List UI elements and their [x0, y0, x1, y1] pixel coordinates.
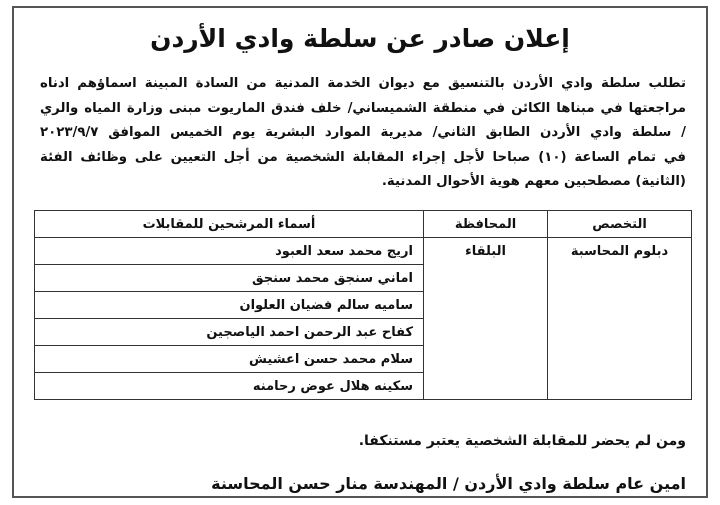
- signature: امين عام سلطة وادي الأردن / المهندسة منا…: [211, 474, 686, 493]
- header-cell: أسماء المرشحين للمقابلات: [34, 210, 424, 238]
- row: دبلوم المحاسبة البلقاء اريج محمد سعد الع…: [34, 237, 692, 400]
- header-cell: التخصص: [547, 210, 692, 238]
- frame: إعلان صادر عن سلطة وادي الأردن تطلب سلطة…: [12, 6, 708, 498]
- governorate: البلقاء: [423, 237, 548, 400]
- candidate-name: كفاح عبد الرحمن احمد الياصجين: [34, 318, 424, 346]
- row: اماني سنجق محمد سنجق: [34, 264, 692, 292]
- candidate-name: اماني سنجق محمد سنجق: [34, 264, 424, 292]
- header-cell: المحافظة: [423, 210, 548, 238]
- specialty: دبلوم المحاسبة: [547, 237, 692, 400]
- candidate-name: سلام محمد حسن اعشيش: [34, 345, 424, 373]
- header-row: التخصص المحافظة أسماء المرشحين للمقابلات: [34, 210, 692, 238]
- row: سلام محمد حسن اعشيش: [34, 345, 692, 373]
- body-text: تطلب سلطة وادي الأردن بالتنسيق مع ديوان …: [40, 72, 686, 195]
- candidate-name: اريج محمد سعد العبود: [34, 237, 424, 265]
- body-line: مراجعتها في مبناها الكائن في منطقة الشمي…: [40, 100, 686, 116]
- row: ساميه سالم فضيان العلوان: [34, 291, 692, 319]
- body-line: في تمام الساعة (١٠) صباحا لأجل إجراء الم…: [40, 149, 686, 165]
- candidates-table: التخصص المحافظة أسماء المرشحين للمقابلات…: [34, 210, 692, 400]
- row: سكينه هلال عوض رحامنه: [34, 372, 692, 400]
- notice: ومن لم يحضر للمقابلة الشخصية يعتبر مستنك…: [358, 433, 686, 449]
- candidate-name: ساميه سالم فضيان العلوان: [34, 291, 424, 319]
- title: إعلان صادر عن سلطة وادي الأردن: [150, 24, 570, 53]
- body-line: (الثانية) مصطحبين معهم هوية الأحوال المد…: [381, 174, 686, 189]
- candidate-name: سكينه هلال عوض رحامنه: [34, 372, 424, 400]
- body-line: تطلب سلطة وادي الأردن بالتنسيق مع ديوان …: [40, 76, 686, 91]
- body-line: / سلطة وادي الأردن الطابق الثاني/ مديرية…: [40, 125, 686, 140]
